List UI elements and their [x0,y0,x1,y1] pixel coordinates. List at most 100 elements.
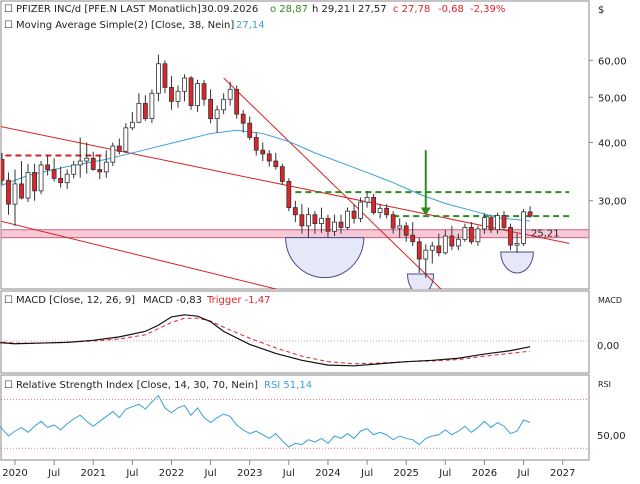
candle-body [208,98,214,120]
candle-body [32,172,37,192]
currency-symbol: $ [598,5,604,16]
candle-body [436,245,442,254]
arrow-head [420,207,431,216]
candle-body [449,235,455,247]
price-tick-label: 50,00 [598,93,627,104]
macd-layer [0,314,589,367]
candle-body [488,217,494,231]
candle-body [77,160,83,166]
candle-body [142,103,148,120]
candle-body [416,241,422,260]
candle-body [482,217,487,230]
rsi-layer [0,394,589,449]
candle-body [253,137,259,151]
candle-body [129,121,135,129]
header-date: 30.09.2026 [201,4,258,15]
x-tick-label: Jul [204,468,217,479]
rsi-side-title: RSI [598,380,611,389]
candle-body [521,211,526,244]
candle-body [286,181,292,209]
candle-body [234,88,240,115]
rsi-value: RSI 51,14 [264,380,312,391]
macd-trigger-line [0,317,531,365]
candle-body [136,103,142,123]
candle-body [156,63,161,94]
x-tick-label: 2026 [472,468,497,479]
candle-body [390,214,396,229]
candle-body [45,164,50,170]
x-tick-label: Jul [517,468,530,479]
candle-body [351,210,357,219]
candle-body [116,145,122,152]
ma-value: 27,14 [236,20,265,31]
candle-body [227,88,233,100]
x-tick-label: Jul [125,468,138,479]
candle-body [266,153,272,162]
checkbox-icon-rsi[interactable]: ☐ [4,380,13,391]
x-tick-label: 2025 [393,468,418,479]
rsi-line [0,394,531,448]
candle-body [338,221,344,228]
price-tick-label: 60,00 [598,56,627,67]
candle-body [71,164,77,175]
candle-body [169,86,174,102]
price-annotation-label: 25,21 [531,229,560,240]
candle-body [175,90,181,102]
header-open: o 28,87 [270,4,308,15]
candle-body [279,166,285,182]
candle-body [84,157,90,162]
checkbox-icon-macd[interactable]: ☐ [4,295,13,306]
candle-body [364,196,370,203]
candle-body [260,149,266,155]
candle-body [1,158,5,181]
candle-body [51,169,57,179]
candle-body [462,227,468,240]
candle-body [384,207,390,216]
candle-body [332,221,337,232]
candle-body [397,225,403,229]
candle-body [299,214,305,227]
header-change: -0,68 [438,4,464,15]
header-close: c 27,78 [393,4,430,15]
candle-body [403,225,409,236]
macd-zero-tick: 0,00 [597,341,619,352]
checkbox-icon[interactable]: ☐ [4,4,13,15]
x-tick-label: 2021 [81,468,106,479]
candle-body [273,160,279,168]
candle-body [201,83,207,100]
candle-body [312,214,318,224]
macd-trigger-value: Trigger -1,47 [206,295,271,306]
candle-body [501,215,507,228]
candle-body [345,210,350,228]
macd-side-title: MACD [598,296,622,305]
candle-body [58,177,64,184]
x-tick-label: Jul [360,468,373,479]
candle-body [358,201,363,219]
candle-body [149,92,155,120]
support-band [1,229,589,239]
candle-body [64,173,70,184]
x-tick-label: Jul [282,468,295,479]
macd-panel-frame [0,290,590,374]
header-change-pct: -2,39% [470,4,505,15]
candle-body [221,98,227,111]
macd-label: MACD [Close, 12, 26, 9] [16,295,135,306]
candle-body [90,157,96,170]
candle-body [247,122,253,138]
x-tick-label: Jul [438,468,451,479]
candle-body [305,214,311,227]
candle-body [195,83,200,106]
x-tick-label: 2023 [237,468,262,479]
candle-body [240,113,246,124]
candle-body [188,77,194,106]
x-tick-label: 2020 [2,468,27,479]
checkbox-icon-ma[interactable]: ☐ [4,20,13,31]
rsi-panel-frame [0,374,590,461]
candle-body [442,235,448,254]
candle-body [527,211,533,217]
candle-body [38,164,44,192]
candle-body [19,183,24,199]
header-high: h 29,21 [312,4,350,15]
